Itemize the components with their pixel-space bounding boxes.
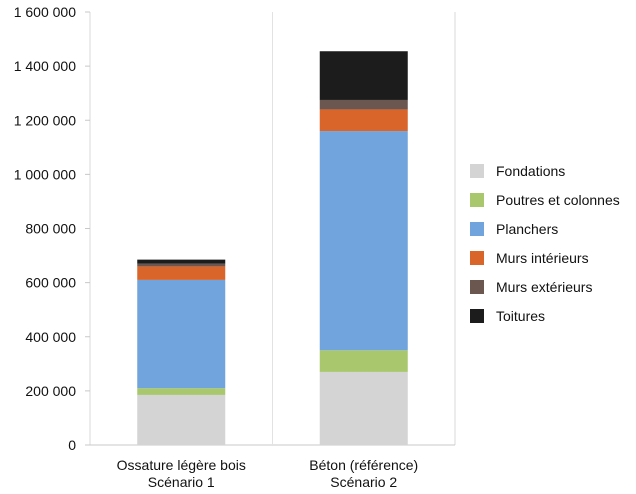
legend-swatch: [470, 193, 484, 207]
y-tick-label: 0: [68, 437, 76, 453]
y-tick-label: 1 200 000: [14, 112, 76, 128]
bar-segment-planchers: [137, 279, 226, 389]
y-tick-label: 1 000 000: [14, 166, 76, 182]
bar-segment-murs-int-rieurs: [319, 109, 408, 132]
bar-segment-toitures: [137, 259, 226, 264]
bar-segment-toitures: [319, 51, 408, 100]
legend-label: Murs extérieurs: [496, 279, 592, 295]
x-category-label: Ossature légère bois: [117, 457, 246, 473]
y-tick-label: 1 600 000: [14, 4, 76, 20]
legend-swatch: [470, 251, 484, 265]
y-tick-label: 600 000: [25, 275, 76, 291]
legend-label: Planchers: [496, 221, 558, 237]
bar-segment-murs-int-rieurs: [137, 266, 226, 280]
bar-segment-fondations: [319, 371, 408, 445]
bars-group: [137, 51, 408, 445]
bar-segment-planchers: [319, 131, 408, 351]
x-category-label: Scénario 1: [148, 474, 215, 489]
legend-label: Poutres et colonnes: [496, 192, 620, 208]
x-category-label: Béton (référence): [309, 457, 418, 473]
legend-label: Toitures: [496, 308, 545, 324]
legend-label: Murs intérieurs: [496, 250, 589, 266]
y-tick-label: 800 000: [25, 221, 76, 237]
legend-swatch: [470, 222, 484, 236]
x-category-label: Scénario 2: [330, 474, 397, 489]
legend-label: Fondations: [496, 163, 565, 179]
y-tick-label: 200 000: [25, 383, 76, 399]
legend-swatch: [470, 309, 484, 323]
legend-swatch: [470, 164, 484, 178]
y-tick-label: 400 000: [25, 329, 76, 345]
bar-segment-murs-ext-rieurs: [137, 263, 226, 267]
y-axis: 0 200 000 400 000 600 000 800 000 1 000 000 1 …: [14, 4, 90, 453]
bar-segment-poutres-et-colonnes: [319, 350, 408, 372]
bar-segment-fondations: [137, 394, 226, 445]
bar-segment-murs-ext-rieurs: [319, 99, 408, 110]
legend-swatch: [470, 280, 484, 294]
bar-segment-poutres-et-colonnes: [137, 388, 226, 395]
y-tick-label: 1 400 000: [14, 58, 76, 74]
legend: Fondations Poutres et colonnes Planchers Mu…: [470, 163, 620, 324]
